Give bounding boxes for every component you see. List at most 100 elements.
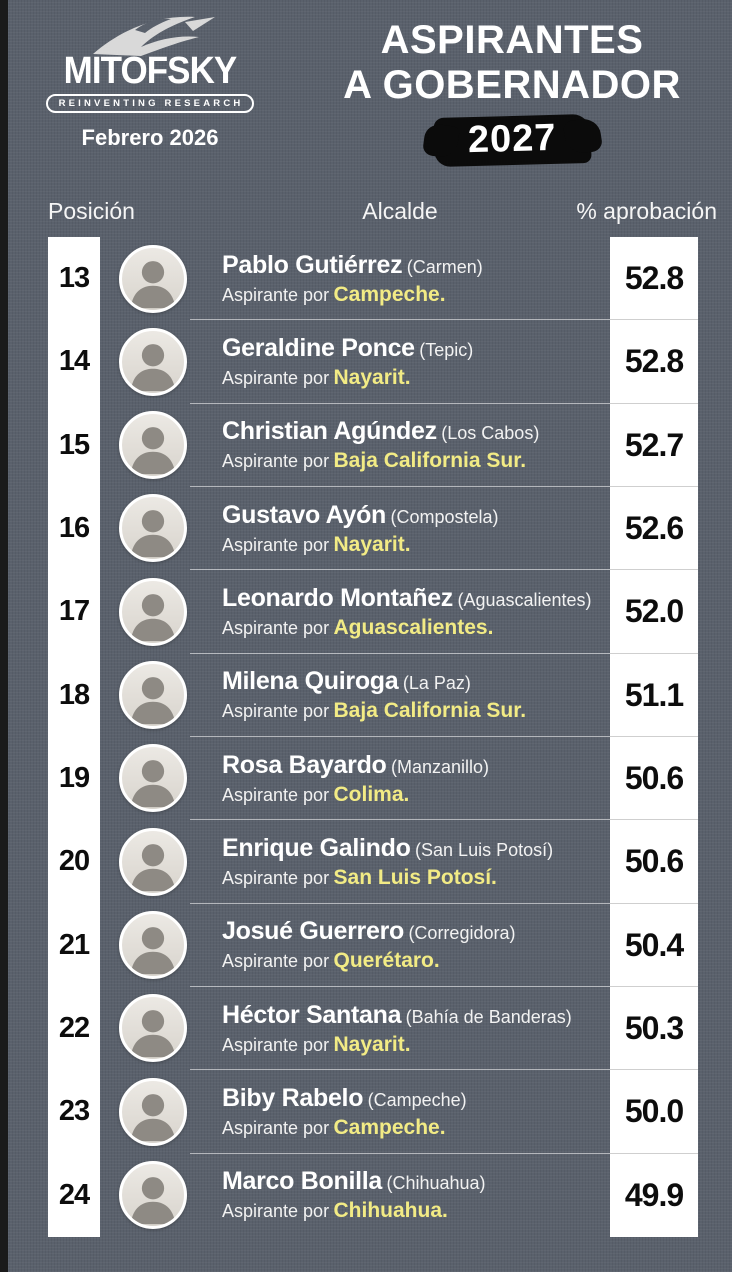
aspirant-prefix: Aspirante por — [222, 701, 330, 722]
approval-value: 50.6 — [624, 760, 684, 797]
position-value: 15 — [58, 428, 90, 461]
candidate-name: Enrique Galindo — [222, 833, 411, 862]
avatar — [119, 661, 187, 730]
report-date: Febrero 2026 — [81, 124, 219, 150]
aspirant-prefix: Aspirante por — [222, 784, 330, 805]
brand-tagline: REINVENTING RESEARCH — [45, 94, 255, 113]
candidate-info: Geraldine Ponce (Tepic) Aspirante por Na… — [222, 320, 606, 403]
candidate-info: Leonardo Montañez (Aguascalientes) Aspir… — [222, 570, 606, 653]
candidate-city: (Carmen) — [406, 256, 483, 277]
approval-value: 52.8 — [624, 343, 684, 380]
aspirant-prefix: Aspirante por — [222, 1117, 330, 1138]
candidate-name: Marco Bonilla — [222, 1167, 383, 1196]
table-row: 23 Biby Rabelo (Campeche) Aspirante por … — [0, 1070, 732, 1154]
left-edge-strip — [0, 0, 8, 1272]
aspirant-state: Aguascalientes. — [333, 615, 494, 639]
candidate-city: (La Paz) — [402, 673, 471, 694]
row-separator — [190, 735, 610, 737]
row-separator — [190, 985, 610, 987]
candidate-city: (Aguascalientes) — [457, 589, 592, 610]
column-header-mayor: Alcalde — [362, 198, 438, 224]
aspirant-prefix: Aspirante por — [222, 367, 330, 388]
row-separator-strip — [610, 1152, 698, 1154]
candidate-city: (Chihuahua) — [386, 1173, 486, 1194]
table-row: 20 Enrique Galindo (San Luis Potosí) Asp… — [0, 820, 732, 904]
approval-value: 52.8 — [624, 260, 684, 297]
avatar — [119, 827, 187, 896]
aspirant-state: Querétaro. — [333, 949, 440, 973]
candidate-info: Biby Rabelo (Campeche) Aspirante por Cam… — [222, 1070, 606, 1153]
candidate-city: (Los Cabos) — [441, 423, 540, 444]
candidate-info: Pablo Gutiérrez (Carmen) Aspirante por C… — [222, 237, 606, 320]
approval-value: 50.3 — [624, 1010, 684, 1047]
row-separator — [190, 485, 610, 487]
position-value: 21 — [58, 928, 90, 961]
aspirant-state: Colima. — [333, 782, 410, 806]
avatar — [119, 744, 187, 813]
position-column-panel — [48, 237, 100, 1237]
approval-value: 52.0 — [624, 593, 684, 630]
position-value: 14 — [58, 345, 90, 378]
row-separator-strip — [610, 735, 698, 737]
ranking-table: 13 Pablo Gutiérrez (Carmen) Aspirante po… — [0, 237, 732, 1237]
title-line-2: A GOBERNADOR — [343, 62, 681, 107]
row-separator — [190, 819, 610, 821]
position-value: 13 — [58, 262, 90, 295]
aspirant-state: Campeche. — [333, 1115, 446, 1139]
row-separator — [190, 902, 610, 904]
person-silhouette-icon — [130, 343, 176, 391]
row-separator — [190, 1069, 610, 1071]
row-separator — [190, 319, 610, 321]
aspirant-prefix: Aspirante por — [222, 617, 330, 638]
candidate-name: Josué Guerrero — [222, 917, 404, 946]
year-label: 2027 — [467, 116, 557, 161]
candidate-name: Milena Quiroga — [222, 667, 399, 696]
aspirant-prefix: Aspirante por — [222, 284, 330, 305]
person-silhouette-icon — [130, 510, 176, 558]
person-silhouette-icon — [130, 843, 176, 891]
avatar — [119, 411, 187, 480]
title-line-1: ASPIRANTES — [380, 18, 644, 62]
row-separator — [190, 652, 610, 654]
position-value: 18 — [58, 678, 90, 711]
aspirant-state: San Luis Potosí. — [333, 865, 497, 889]
candidate-city: (Compostela) — [390, 506, 499, 527]
position-value: 24 — [58, 1178, 90, 1211]
avatar — [119, 577, 187, 646]
person-silhouette-icon — [130, 427, 176, 475]
row-separator-strip — [610, 985, 698, 987]
avatar — [119, 994, 187, 1063]
person-silhouette-icon — [130, 593, 176, 641]
candidate-city: (Corregidora) — [408, 923, 516, 944]
column-headers: Posición Alcalde % aprobación — [0, 198, 732, 226]
candidate-city: (Tepic) — [419, 339, 474, 360]
table-row: 16 Gustavo Ayón (Compostela) Aspirante p… — [0, 487, 732, 571]
approval-value: 49.9 — [624, 1176, 684, 1213]
row-separator-strip — [610, 1069, 698, 1071]
avatar — [119, 244, 187, 313]
table-row: 21 Josué Guerrero (Corregidora) Aspirant… — [0, 904, 732, 987]
table-row: 24 Marco Bonilla (Chihuahua) Aspirante p… — [0, 1154, 732, 1237]
candidate-name: Geraldine Ponce — [222, 333, 415, 362]
candidate-city: (Campeche) — [367, 1089, 467, 1110]
row-separator-strip — [610, 652, 698, 654]
aspirant-prefix: Aspirante por — [222, 951, 330, 972]
candidate-name: Gustavo Ayón — [222, 500, 387, 529]
table-row: 13 Pablo Gutiérrez (Carmen) Aspirante po… — [0, 237, 732, 321]
candidate-name: Pablo Gutiérrez — [222, 250, 403, 279]
table-rows: 13 Pablo Gutiérrez (Carmen) Aspirante po… — [0, 237, 732, 1237]
avatar — [119, 1077, 187, 1146]
aspirant-prefix: Aspirante por — [222, 867, 330, 888]
aspirant-state: Baja California Sur. — [333, 449, 527, 473]
position-value: 20 — [58, 845, 90, 878]
approval-value: 50.0 — [624, 1093, 684, 1130]
aspirant-state: Nayarit. — [333, 532, 411, 556]
table-row: 22 Héctor Santana (Bahía de Banderas) As… — [0, 987, 732, 1071]
person-silhouette-icon — [130, 1093, 176, 1141]
position-value: 16 — [58, 512, 90, 545]
person-silhouette-icon — [130, 760, 176, 808]
candidate-name: Christian Agúndez — [222, 417, 437, 446]
row-separator-strip — [610, 819, 698, 821]
person-silhouette-icon — [130, 927, 176, 975]
aspirant-prefix: Aspirante por — [222, 1201, 330, 1222]
